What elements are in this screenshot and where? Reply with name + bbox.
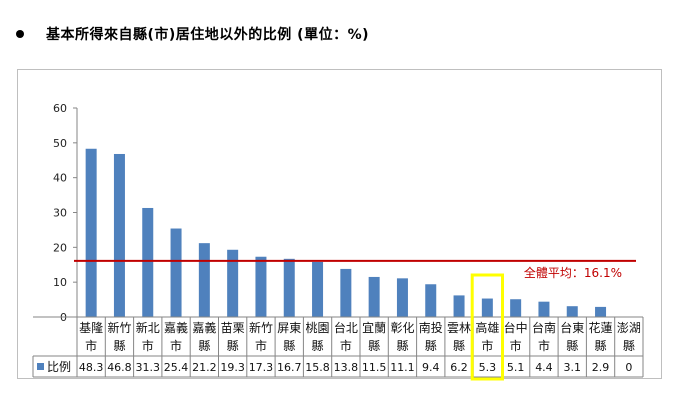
x-tick-label: 台東: [560, 320, 584, 335]
y-tick-label: 40: [53, 172, 67, 185]
x-tick-label: 嘉義: [192, 320, 216, 335]
data-label: 15.8: [305, 361, 330, 374]
data-label: 5.1: [507, 361, 525, 374]
bar: [340, 268, 352, 317]
x-tick-label: 縣: [453, 339, 465, 353]
bar: [85, 148, 97, 317]
bar: [255, 256, 267, 317]
data-label: 2.9: [592, 361, 610, 374]
data-label: 16.7: [277, 361, 302, 374]
data-label: 9.4: [422, 361, 440, 374]
average-label: 全體平均：16.1%: [524, 265, 622, 280]
highlight-box: [470, 273, 505, 381]
data-label: 11.1: [390, 361, 415, 374]
bar: [113, 153, 125, 317]
bar: [396, 278, 408, 317]
x-tick-label: 市: [340, 338, 352, 353]
x-tick-label: 新竹: [107, 320, 131, 335]
x-tick-label: 縣: [566, 339, 578, 353]
x-tick-label: 縣: [198, 339, 210, 353]
chart-title: 基本所得來自縣(市)居住地以外的比例 (單位：%): [46, 27, 369, 43]
x-tick-label: 台中: [504, 320, 528, 335]
y-tick-label: 20: [53, 241, 67, 254]
x-tick-label: 市: [510, 338, 522, 353]
data-label: 0: [625, 361, 632, 374]
bar: [481, 298, 493, 317]
y-tick-label: 10: [53, 276, 67, 289]
data-label: 25.4: [164, 361, 189, 374]
x-tick-label: 縣: [368, 339, 380, 353]
data-label: 31.3: [136, 361, 161, 374]
x-tick-label: 市: [538, 338, 550, 353]
data-label: 46.8: [107, 361, 132, 374]
x-tick-label: 市: [170, 338, 182, 353]
x-tick-label: 縣: [396, 339, 408, 353]
x-tick-label: 縣: [113, 339, 125, 353]
bar: [368, 276, 380, 317]
data-label: 3.1: [564, 361, 582, 374]
x-tick-label: 苗栗: [221, 321, 245, 335]
x-tick-label: 縣: [227, 339, 239, 353]
x-tick-label: 新竹: [249, 320, 273, 335]
x-tick-label: 彰化: [390, 320, 414, 335]
bar: [453, 295, 465, 317]
x-tick-label: 澎湖: [617, 320, 641, 335]
bar: [198, 243, 210, 317]
data-label: 17.3: [249, 361, 274, 374]
data-label: 4.4: [535, 361, 553, 374]
legend-swatch: [37, 363, 44, 370]
bar: [538, 301, 550, 317]
x-tick-label: 縣: [425, 339, 437, 353]
bar: [595, 306, 607, 317]
x-tick-label: 花蓮: [589, 320, 613, 335]
bar: [510, 299, 522, 317]
y-tick-label: 30: [53, 207, 67, 220]
x-tick-label: 台北: [334, 320, 358, 335]
x-tick-label: 南投: [419, 320, 443, 335]
x-tick-label: 新北: [136, 320, 160, 335]
bar: [566, 306, 578, 317]
y-tick-label: 60: [53, 102, 67, 115]
x-tick-label: 縣: [595, 339, 607, 353]
x-tick-label: 縣: [283, 339, 295, 353]
x-tick-label: 台南: [532, 320, 556, 335]
x-tick-label: 市: [255, 338, 267, 353]
bar: [227, 249, 239, 317]
bar: [170, 228, 182, 317]
x-tick-label: 縣: [312, 339, 324, 353]
data-label: 6.2: [450, 361, 468, 374]
legend-label: 比例: [47, 360, 71, 374]
x-tick-label: 市: [481, 338, 493, 353]
data-label: 13.8: [334, 361, 359, 374]
x-tick-label: 桃園: [306, 320, 330, 335]
x-tick-label: 嘉義: [164, 320, 188, 335]
data-label: 21.2: [192, 361, 217, 374]
chart-heading: 基本所得來自縣(市)居住地以外的比例 (單位：%): [16, 22, 369, 46]
data-label: 5.3: [479, 361, 497, 374]
x-tick-label: 市: [142, 338, 154, 353]
x-tick-label: 雲林: [447, 321, 471, 335]
x-tick-label: 市: [85, 338, 97, 353]
x-tick-label: 屏東: [277, 321, 301, 335]
bar: [312, 261, 324, 317]
data-label: 48.3: [79, 361, 104, 374]
data-label: 19.3: [220, 361, 245, 374]
bar: [425, 284, 437, 317]
bullet-dot-icon: [16, 30, 24, 38]
x-tick-label: 宜蘭: [362, 320, 386, 335]
y-tick-label: 50: [53, 137, 67, 150]
bar: [283, 258, 295, 317]
bar: [142, 207, 154, 317]
x-tick-label: 縣: [623, 339, 635, 353]
x-tick-label: 高雄: [475, 320, 499, 335]
data-label: 11.5: [362, 361, 387, 374]
x-tick-label: 基隆: [79, 320, 103, 335]
